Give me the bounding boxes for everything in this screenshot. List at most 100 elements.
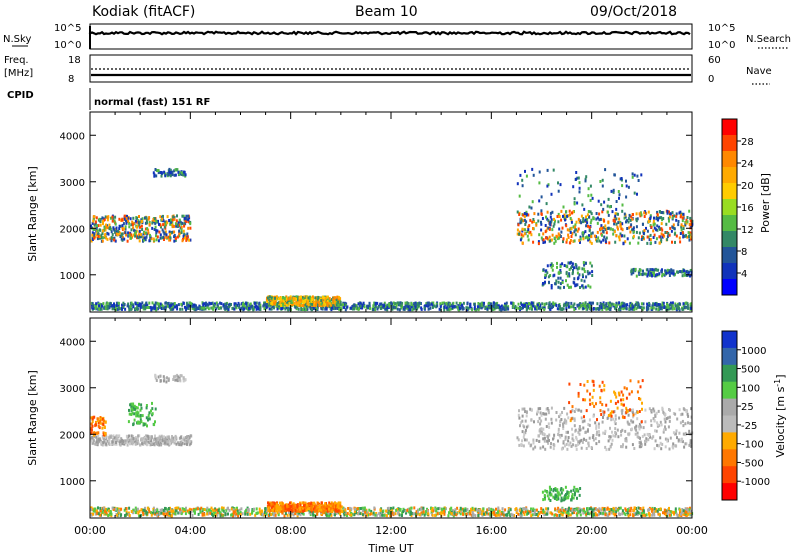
velocity-echo: [431, 513, 434, 517]
power-echo: [645, 226, 647, 230]
power-echo: [659, 235, 662, 239]
velocity-echo: [598, 507, 601, 511]
power-echo: [687, 271, 690, 275]
velocity-echo: [328, 501, 331, 505]
velocity-echo: [644, 513, 647, 517]
power-echo: [532, 227, 534, 230]
power-echo: [430, 302, 433, 306]
power-echo: [576, 176, 579, 180]
power-echo: [646, 229, 649, 233]
power-echo: [534, 307, 537, 311]
velocity-echo: [339, 512, 342, 516]
power-echo: [674, 240, 676, 244]
velocity-echo: [350, 507, 353, 511]
power-echo: [512, 305, 515, 309]
velocity-echo: [630, 506, 633, 510]
power-echo: [539, 304, 542, 308]
power-echo: [635, 212, 638, 216]
power-echo: [134, 219, 137, 223]
power-echo: [155, 238, 158, 242]
power-echo: [178, 229, 181, 233]
power-echo: [160, 174, 163, 178]
power-echo: [602, 226, 605, 230]
power-echo: [177, 221, 180, 225]
power-echo: [316, 305, 319, 309]
power-echo: [491, 304, 494, 308]
velocity-echo: [402, 507, 405, 511]
velocity-echo: [595, 508, 598, 511]
power-echo: [207, 307, 210, 311]
power-echo: [144, 307, 147, 311]
power-echo: [528, 302, 530, 305]
velocity-echo: [684, 511, 686, 515]
power-echo: [651, 268, 654, 272]
power-echo: [483, 301, 485, 305]
power-echo: [525, 174, 528, 178]
velocity-echo: [373, 506, 376, 510]
power-echo: [349, 306, 352, 310]
power-echo: [453, 305, 456, 309]
velocity-echo: [418, 507, 421, 511]
power-echo: [93, 232, 96, 236]
power-echo: [665, 308, 668, 312]
power-echo: [559, 282, 562, 286]
velocity-echo: [316, 512, 319, 516]
power-echo: [660, 307, 663, 311]
cpid-label: CPID: [7, 90, 34, 101]
velocity-echo: [232, 508, 235, 512]
velocity-echo: [541, 510, 544, 514]
velocity-echo: [322, 509, 325, 513]
velocity-echo: [110, 512, 113, 516]
power-echo: [107, 232, 110, 236]
velocity-echo: [324, 503, 327, 507]
power-echo: [105, 223, 107, 227]
power-echo: [498, 307, 501, 311]
velocity-echo: [134, 436, 137, 439]
power-echo: [588, 303, 591, 307]
power-echo: [339, 297, 342, 301]
power-echo: [416, 307, 419, 311]
power-echo: [671, 240, 673, 244]
velocity-echo: [303, 509, 306, 512]
velocity-echo: [494, 513, 497, 517]
power-echo: [448, 305, 451, 309]
power-echo: [253, 305, 256, 309]
power-echo: [128, 225, 131, 229]
velocity-echo: [621, 509, 624, 513]
power-echo: [126, 216, 129, 220]
velocity-echo: [328, 507, 330, 511]
velocity-echo: [383, 513, 386, 517]
power-echo: [660, 216, 663, 220]
velocity-echo: [662, 511, 664, 515]
power-echo: [588, 271, 591, 275]
power-echo: [580, 304, 583, 307]
power-echo: [503, 304, 506, 308]
power-echo: [159, 223, 162, 227]
power-echo: [141, 217, 144, 221]
power-echo: [123, 214, 126, 218]
power-echo: [170, 231, 173, 235]
velocity-echo: [99, 513, 102, 517]
power-echo: [527, 228, 530, 232]
power-echo: [368, 301, 371, 305]
power-echo: [169, 222, 172, 226]
power-echo: [227, 308, 230, 311]
power-echo: [576, 267, 579, 271]
power-echo: [168, 167, 171, 171]
velocity-echo: [639, 511, 642, 515]
power-echo: [104, 307, 107, 311]
power-echo: [98, 304, 100, 308]
power-echo: [602, 305, 605, 309]
power-echo: [585, 307, 588, 311]
power-echo: [640, 213, 643, 217]
velocity-echo: [350, 513, 353, 517]
velocity-echo: [264, 507, 267, 511]
velocity-echo: [142, 508, 145, 512]
power-echo: [273, 302, 276, 306]
power-echo: [628, 241, 631, 245]
power-echo: [570, 301, 573, 305]
power-echo: [606, 210, 609, 214]
power-echo: [587, 187, 590, 191]
power-echo: [467, 306, 470, 310]
